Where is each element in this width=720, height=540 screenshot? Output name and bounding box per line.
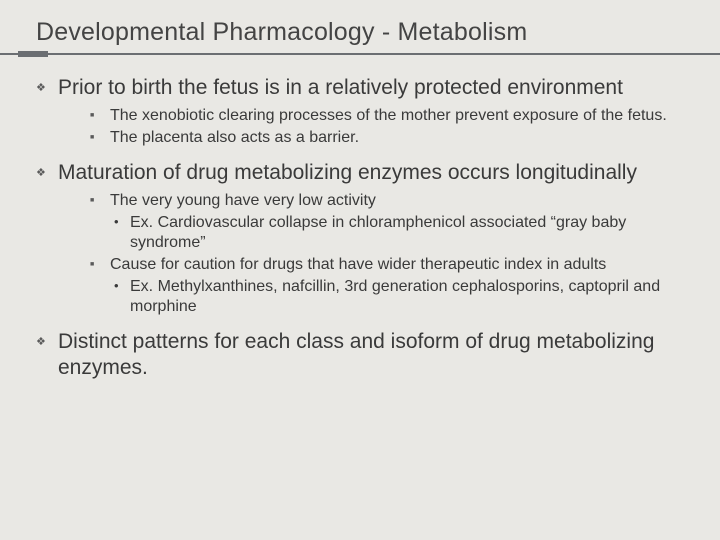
list-item: ■ Cause for caution for drugs that have … [88, 255, 688, 275]
slide-body: ❖ Prior to birth the fetus is in a relat… [32, 75, 688, 380]
list-item: ■ The placenta also acts as a barrier. [88, 128, 688, 148]
slide-title: Developmental Pharmacology - Metabolism [36, 18, 696, 47]
list-item: • Ex. Cardiovascular collapse in chloram… [112, 213, 688, 253]
list-item-text: Cause for caution for drugs that have wi… [110, 255, 606, 275]
diamond-bullet-icon: ❖ [32, 160, 58, 179]
list-item: ❖ Prior to birth the fetus is in a relat… [32, 75, 688, 100]
list-item-text: Distinct patterns for each class and iso… [58, 329, 688, 379]
list-item: ❖ Distinct patterns for each class and i… [32, 329, 688, 379]
square-bullet-icon: ■ [88, 191, 110, 204]
list-item: • Ex. Methylxanthines, nafcillin, 3rd ge… [112, 277, 688, 317]
square-bullet-icon: ■ [88, 128, 110, 141]
list-item: ■ The very young have very low activity [88, 191, 688, 211]
list-item: ■ The xenobiotic clearing processes of t… [88, 106, 688, 126]
square-bullet-icon: ■ [88, 106, 110, 119]
list-item-text: The very young have very low activity [110, 191, 376, 211]
list-item-text: The xenobiotic clearing processes of the… [110, 106, 667, 126]
square-bullet-icon: ■ [88, 255, 110, 268]
list-item-text: Ex. Methylxanthines, nafcillin, 3rd gene… [130, 277, 688, 317]
list-item-text: Prior to birth the fetus is in a relativ… [58, 75, 623, 100]
diamond-bullet-icon: ❖ [32, 329, 58, 348]
list-item-text: Ex. Cardiovascular collapse in chloramph… [130, 213, 688, 253]
dot-bullet-icon: • [112, 213, 130, 229]
list-item: ❖ Maturation of drug metabolizing enzyme… [32, 160, 688, 185]
diamond-bullet-icon: ❖ [32, 75, 58, 94]
title-divider [24, 53, 696, 61]
list-item-text: Maturation of drug metabolizing enzymes … [58, 160, 637, 185]
dot-bullet-icon: • [112, 277, 130, 293]
list-item-text: The placenta also acts as a barrier. [110, 128, 359, 148]
